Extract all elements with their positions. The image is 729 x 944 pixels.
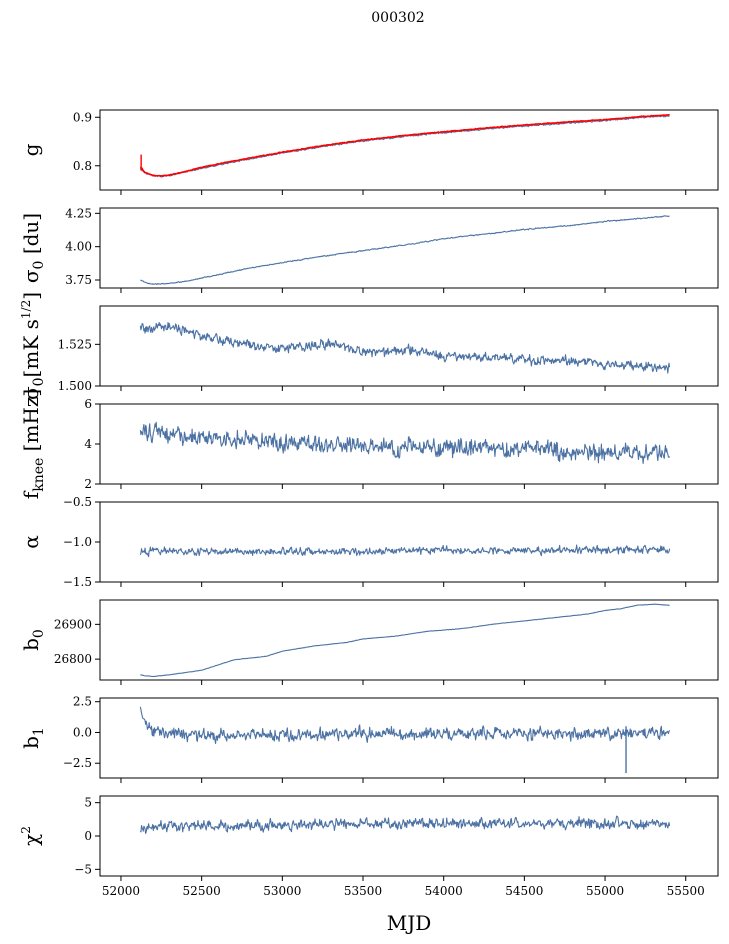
y-axis-label-8: χ2 (19, 826, 43, 846)
panel-7: −2.5 0.0 2.5 b1 (19, 695, 719, 783)
panels: 0.8 0.9 g 3.75 4.00 4.25 σ0 [du] 1.500 1.525 σ0[m… (19, 109, 719, 898)
y-axis-label-5: α (19, 535, 43, 549)
series-line-5-1 (139, 544, 671, 558)
y-axis-label-7: b1 (19, 727, 47, 749)
y-axis-label-1: g (19, 143, 43, 156)
y-tick-label-3-1: 1.500 (58, 379, 92, 393)
y-tick-label-1-1: 0.8 (73, 159, 92, 173)
series-line-4-1 (139, 421, 671, 464)
x-tick-label-1: 52000 (102, 884, 140, 898)
x-tick-label-7: 55000 (586, 884, 624, 898)
x-tick-label-8: 55500 (667, 884, 705, 898)
y-tick-label-2-2: 4.00 (65, 240, 92, 254)
y-tick-label-5-2: −1.0 (63, 535, 92, 549)
y-tick-label-3-2: 1.525 (58, 337, 92, 351)
panel-2: 3.75 4.00 4.25 σ0 [du] (19, 206, 719, 293)
y-tick-label-2-3: 4.25 (65, 206, 92, 220)
panel-3: 1.500 1.525 σ0[mK s1/2] (19, 292, 719, 400)
x-tick-label-5: 54000 (425, 884, 463, 898)
y-tick-label-5-3: −0.5 (63, 495, 92, 509)
y-tick-label-4-2: 4 (84, 437, 92, 451)
panel-6: 26800 26900 b0 (19, 599, 719, 685)
x-tick-label-3: 53000 (263, 884, 301, 898)
y-tick-label-6-1: 26800 (54, 652, 92, 666)
y-axis-label-4: fknee [mHz] (19, 389, 47, 499)
y-tick-label-8-3: 5 (84, 796, 92, 810)
axes-frame-2 (99, 207, 719, 289)
series-line-6-1 (140, 603, 670, 678)
panel-8: −5 0 5 52000 52500 53000 53500 54000 54500 55000 5… (19, 795, 719, 898)
axes-frame-3 (99, 305, 719, 387)
x-tick-label-4: 53500 (344, 884, 382, 898)
axes-frame-7 (99, 697, 719, 779)
series-line-1-2 (139, 113, 670, 177)
y-axis-label-6: b0 (19, 629, 47, 651)
y-axis-label-2: σ0 [du] (19, 213, 47, 283)
y-tick-label-8-2: 0 (84, 829, 92, 843)
y-tick-label-7-1: −2.5 (63, 756, 92, 770)
panel-1: 0.8 0.9 g (19, 109, 719, 195)
y-tick-label-1-2: 0.9 (73, 110, 92, 124)
y-tick-label-7-3: 2.5 (73, 695, 92, 709)
axes-frame-5 (99, 501, 719, 583)
y-tick-label-8-1: −5 (74, 862, 92, 876)
x-tick-label-6: 54500 (505, 884, 543, 898)
y-tick-label-2-1: 3.75 (65, 273, 92, 287)
series-line-1-1 (139, 115, 670, 178)
y-tick-label-6-2: 26900 (54, 617, 92, 631)
y-tick-label-4-1: 2 (84, 477, 92, 491)
x-tick-label-2: 52500 (183, 884, 221, 898)
panel-5: −1.5 −1.0 −0.5 α (19, 495, 719, 589)
x-axis-label: MJD (387, 911, 432, 935)
panel-4: 2 4 6 fknee [mHz] (19, 389, 719, 499)
series-line-3-1 (139, 321, 671, 374)
series-line-7-1 (139, 706, 671, 745)
series-line-8-1 (139, 815, 671, 834)
y-tick-label-5-1: −1.5 (63, 575, 92, 589)
y-axis-label-3: σ0[mK s1/2] (19, 292, 47, 400)
y-tick-label-4-3: 6 (84, 397, 92, 411)
axes-frame-6 (99, 599, 719, 681)
series-line-2-1 (140, 215, 670, 286)
axes-frame-1 (99, 109, 719, 191)
axes-frame-8 (99, 795, 719, 877)
figure-title: 000302 (371, 10, 424, 26)
y-tick-label-7-2: 0.0 (73, 725, 92, 739)
